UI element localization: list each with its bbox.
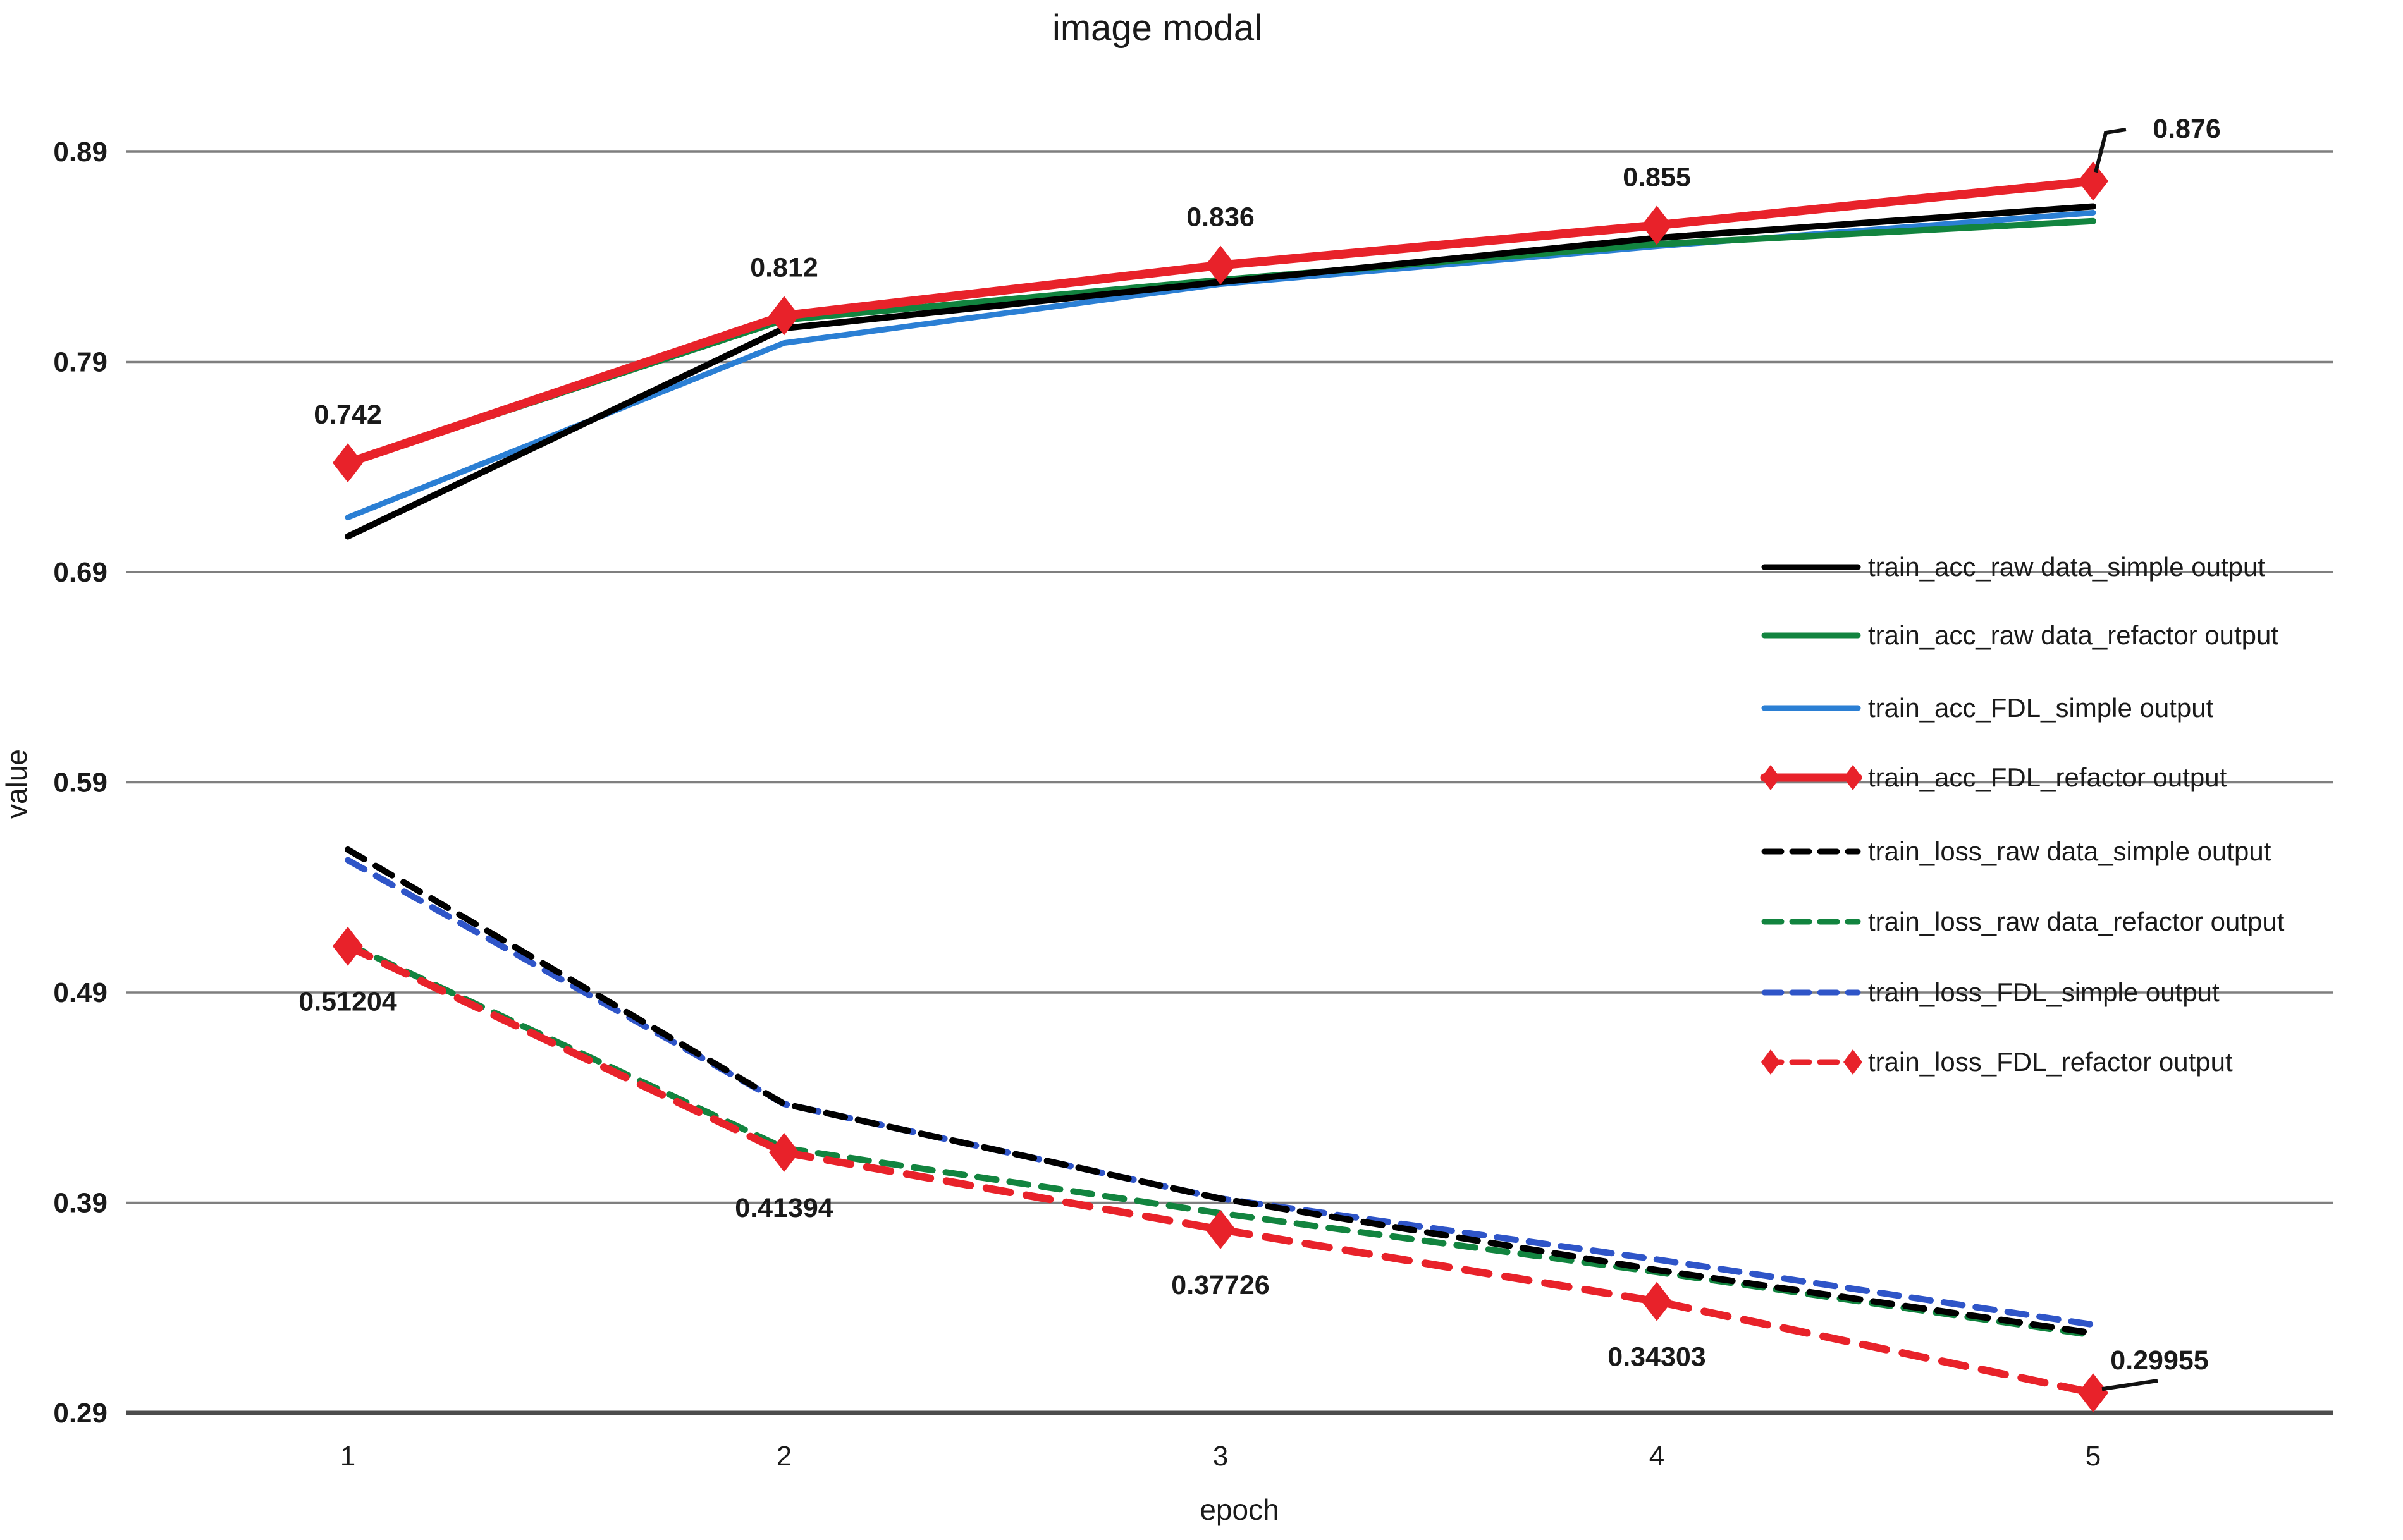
x-tick-label: 1 <box>340 1441 355 1472</box>
data-label: 0.855 <box>1623 162 1691 192</box>
y-tick-label: 0.29 <box>53 1398 108 1429</box>
leader-line <box>2101 1379 2158 1391</box>
legend-label: train_loss_FDL_refactor output <box>1868 1047 2233 1077</box>
legend-label: train_acc_FDL_simple output <box>1868 693 2214 723</box>
legend-label: train_acc_raw data_simple output <box>1868 552 2265 582</box>
y-axis-title: value <box>0 749 33 819</box>
legend-item: train_acc_FDL_refactor output <box>1760 762 2227 792</box>
data-label: 0.812 <box>750 252 818 283</box>
data-label: 0.836 <box>1186 202 1255 233</box>
legend-marker-diamond <box>1843 1049 1862 1075</box>
y-tick-label: 0.49 <box>53 977 108 1008</box>
legend-label: train_loss_raw data_simple output <box>1868 836 2271 866</box>
legend-marker-diamond <box>1761 765 1780 790</box>
y-tick-label: 0.69 <box>53 557 108 588</box>
series-line-train-loss-raw-data-simple-output <box>345 846 2096 1336</box>
data-label: 0.34303 <box>1607 1342 1705 1372</box>
y-tick-label: 0.89 <box>53 137 108 168</box>
series-marker-diamond <box>2078 161 2108 201</box>
x-tick-label: 5 <box>2086 1441 2101 1472</box>
series-marker-diamond <box>1642 1281 1672 1321</box>
legend-label: train_loss_FDL_simple output <box>1868 977 2220 1007</box>
x-axis-ticks: 1 2 3 4 5 <box>340 1441 2101 1472</box>
legend-item: train_acc_raw data_simple output <box>1761 552 2265 582</box>
data-label: 0.29955 <box>2110 1345 2208 1376</box>
series-marker-diamond <box>769 1132 799 1172</box>
x-tick-label: 3 <box>1213 1441 1228 1472</box>
series-marker-diamond <box>1205 245 1236 285</box>
series-marker-diamond <box>333 443 363 483</box>
chart-title: image modal <box>1052 8 1262 49</box>
y-axis-ticks: 0.89 0.79 0.69 0.59 0.49 0.39 0.29 <box>53 137 108 1429</box>
legend-label: train_loss_raw data_refactor output <box>1868 907 2285 936</box>
series-line-train-loss-fdl-simple-output <box>345 857 2096 1328</box>
series-marker-diamond <box>1642 205 1672 245</box>
series-line-train-loss-fdl-refactor-output <box>344 942 2097 1397</box>
data-label: 0.37726 <box>1171 1270 1269 1300</box>
y-tick-label: 0.79 <box>53 347 108 378</box>
x-tick-label: 4 <box>1649 1441 1664 1472</box>
data-label: 0.41394 <box>735 1193 833 1223</box>
legend-marker-diamond <box>1843 765 1862 790</box>
x-tick-label: 2 <box>777 1441 792 1472</box>
legend-item: train_loss_raw data_simple output <box>1761 836 2271 866</box>
data-label: 0.51204 <box>298 987 397 1017</box>
series-lines <box>333 161 2108 1413</box>
data-label: 0.876 <box>2153 114 2221 144</box>
data-label: 0.742 <box>314 400 382 430</box>
legend: train_acc_raw data_simple output train_ac… <box>1760 552 2285 1077</box>
legend-item: train_loss_FDL_refactor output <box>1761 1047 2233 1077</box>
legend-label: train_acc_FDL_refactor output <box>1868 762 2227 792</box>
legend-label: train_acc_raw data_refactor output <box>1868 620 2278 650</box>
x-axis-title: epoch <box>1200 1493 1279 1526</box>
series-marker-diamond <box>1205 1209 1236 1249</box>
series-marker-diamond <box>2078 1373 2108 1413</box>
leader-line <box>2094 128 2127 173</box>
legend-item: train_loss_raw data_refactor output <box>1761 907 2285 936</box>
legend-item: train_acc_raw data_refactor output <box>1761 620 2278 650</box>
series-marker-diamond <box>769 296 799 336</box>
legend-marker-diamond <box>1761 1049 1780 1075</box>
label-leader-lines <box>2094 128 2158 1391</box>
series-marker-diamond <box>333 926 363 966</box>
y-tick-label: 0.39 <box>53 1188 108 1219</box>
legend-item: train_acc_FDL_simple output <box>1761 693 2214 723</box>
y-tick-label: 0.59 <box>53 767 108 798</box>
legend-item: train_loss_FDL_simple output <box>1761 977 2220 1007</box>
data-labels: 0.742 0.812 0.836 0.855 0.876 0.51204 0.41394 0… <box>298 114 2221 1376</box>
gridlines <box>126 150 2333 1415</box>
